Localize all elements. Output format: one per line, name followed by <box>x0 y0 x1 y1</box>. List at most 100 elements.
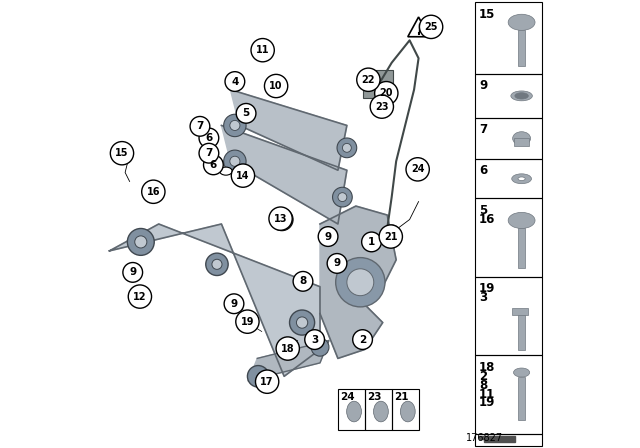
Circle shape <box>338 193 347 202</box>
Polygon shape <box>320 206 396 358</box>
Text: 176827: 176827 <box>466 433 503 443</box>
Text: 2: 2 <box>479 370 487 383</box>
Circle shape <box>370 95 394 118</box>
FancyBboxPatch shape <box>518 377 525 420</box>
Circle shape <box>336 258 385 307</box>
Ellipse shape <box>513 368 530 377</box>
Circle shape <box>251 39 275 62</box>
Ellipse shape <box>374 401 388 422</box>
Circle shape <box>224 114 246 137</box>
Text: 10: 10 <box>269 81 283 91</box>
Text: 7: 7 <box>205 148 212 158</box>
Text: 1: 1 <box>368 237 375 247</box>
Ellipse shape <box>347 401 362 422</box>
Text: 9: 9 <box>230 299 237 309</box>
Text: 9: 9 <box>324 232 332 241</box>
Text: 9: 9 <box>129 267 136 277</box>
Circle shape <box>337 138 356 158</box>
Circle shape <box>419 15 443 39</box>
Circle shape <box>230 156 240 166</box>
Circle shape <box>318 227 338 246</box>
Text: 16: 16 <box>147 187 160 197</box>
Circle shape <box>269 207 292 230</box>
Polygon shape <box>109 224 320 376</box>
Circle shape <box>199 143 219 163</box>
Circle shape <box>141 180 165 203</box>
Ellipse shape <box>401 401 415 422</box>
Circle shape <box>296 317 308 328</box>
Circle shape <box>356 68 380 91</box>
Text: 16: 16 <box>479 213 495 226</box>
Text: 14: 14 <box>236 171 250 181</box>
Text: 24: 24 <box>340 392 355 402</box>
Circle shape <box>224 294 244 314</box>
Text: 18: 18 <box>281 344 294 353</box>
Text: 5: 5 <box>243 108 250 118</box>
Circle shape <box>199 128 219 148</box>
Circle shape <box>212 259 222 269</box>
Text: 6: 6 <box>205 133 212 143</box>
Ellipse shape <box>515 93 529 99</box>
Text: 18: 18 <box>479 361 495 374</box>
Polygon shape <box>248 340 329 381</box>
Text: 19: 19 <box>241 317 254 327</box>
Text: 19: 19 <box>479 282 495 295</box>
Polygon shape <box>230 90 347 170</box>
FancyBboxPatch shape <box>518 315 525 350</box>
Ellipse shape <box>518 177 525 181</box>
Text: 15: 15 <box>115 148 129 158</box>
Text: 9: 9 <box>479 79 487 92</box>
Text: 23: 23 <box>367 392 381 402</box>
Circle shape <box>135 236 147 248</box>
Circle shape <box>231 164 255 187</box>
Text: 3: 3 <box>479 291 487 304</box>
Circle shape <box>225 72 244 91</box>
Circle shape <box>128 285 152 308</box>
Text: 15: 15 <box>479 8 495 21</box>
Ellipse shape <box>220 167 232 175</box>
Text: 17: 17 <box>260 377 274 387</box>
Text: 7: 7 <box>196 121 204 131</box>
Circle shape <box>406 158 429 181</box>
Text: 4: 4 <box>231 77 239 86</box>
Text: 6: 6 <box>210 160 217 170</box>
Polygon shape <box>221 125 347 224</box>
Text: 22: 22 <box>362 75 375 85</box>
FancyBboxPatch shape <box>363 70 394 98</box>
Circle shape <box>236 103 256 123</box>
FancyBboxPatch shape <box>518 228 525 268</box>
Circle shape <box>374 82 398 105</box>
Text: 2: 2 <box>359 335 366 345</box>
Ellipse shape <box>508 212 535 228</box>
Circle shape <box>204 155 223 175</box>
FancyBboxPatch shape <box>518 30 525 66</box>
Text: 13: 13 <box>274 214 287 224</box>
Circle shape <box>333 187 352 207</box>
Ellipse shape <box>508 14 535 30</box>
Circle shape <box>353 330 372 349</box>
Circle shape <box>206 253 228 276</box>
Ellipse shape <box>511 91 532 101</box>
Circle shape <box>289 310 315 335</box>
Text: 19: 19 <box>479 396 495 409</box>
Circle shape <box>271 208 293 231</box>
Circle shape <box>293 271 313 291</box>
Text: 7: 7 <box>479 123 487 136</box>
Circle shape <box>255 370 279 393</box>
Circle shape <box>224 150 246 172</box>
Text: 12: 12 <box>133 292 147 302</box>
FancyBboxPatch shape <box>515 138 529 146</box>
Circle shape <box>123 263 143 282</box>
Text: 21: 21 <box>394 392 408 402</box>
Circle shape <box>342 143 351 152</box>
Text: 11: 11 <box>479 388 495 401</box>
Ellipse shape <box>513 132 531 145</box>
Ellipse shape <box>512 174 531 184</box>
Circle shape <box>127 228 154 255</box>
Text: 23: 23 <box>375 102 388 112</box>
Circle shape <box>362 232 381 252</box>
Text: 21: 21 <box>384 232 397 241</box>
Circle shape <box>347 269 374 296</box>
Circle shape <box>230 121 240 130</box>
Circle shape <box>110 142 134 165</box>
